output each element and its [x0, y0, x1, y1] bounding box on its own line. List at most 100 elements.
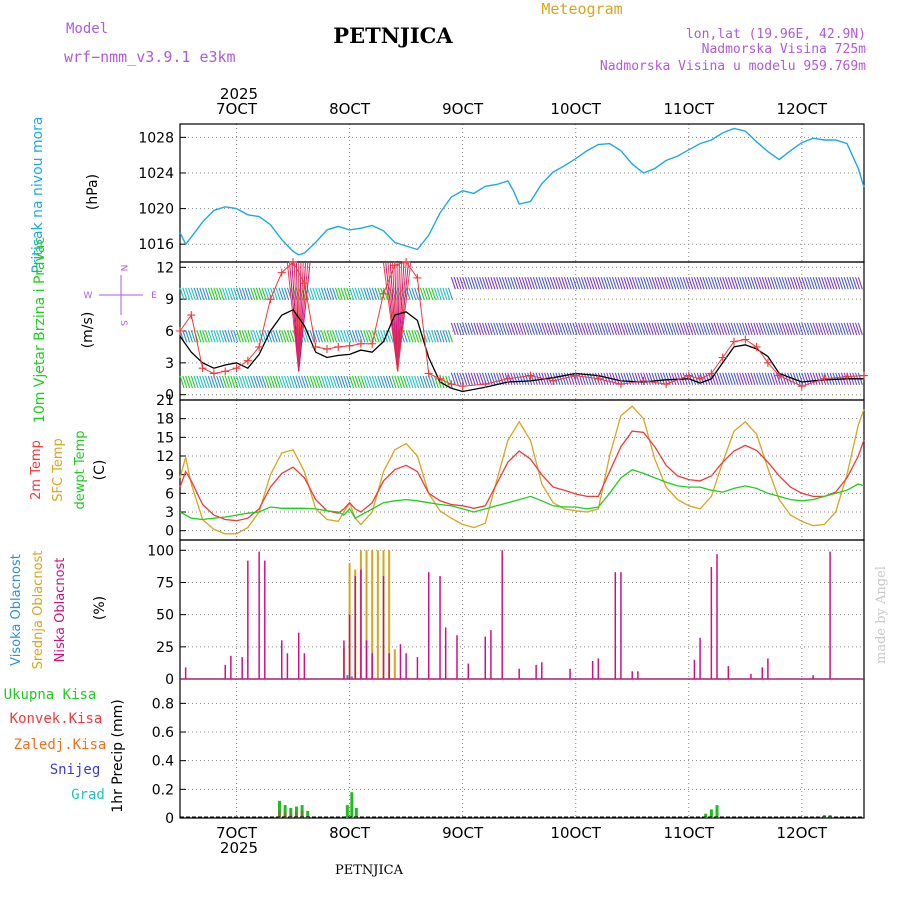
y-tick-label: 100 — [147, 543, 174, 559]
wind-gust-marker — [413, 273, 422, 282]
wind-barb — [476, 372, 482, 385]
wind-barb — [479, 277, 485, 290]
wind-barb — [654, 322, 660, 336]
wind-barb — [852, 322, 858, 336]
wind-barb — [459, 277, 465, 290]
wind-barb — [431, 330, 437, 343]
y-tick-label: 9 — [165, 468, 174, 484]
wind-barb — [363, 287, 369, 301]
wind-barb — [835, 277, 841, 290]
wind-barb — [397, 375, 403, 389]
wind-barb — [753, 322, 759, 336]
wind-barb — [337, 287, 343, 301]
wind-barb — [535, 322, 541, 336]
wind-barb — [493, 277, 499, 290]
wind-barb — [419, 375, 425, 389]
wind-barb — [204, 330, 210, 343]
wind-barb — [363, 330, 369, 343]
wind-barb — [267, 330, 273, 343]
wind-barb — [614, 277, 620, 290]
wind-barb — [693, 322, 699, 336]
wind-barb — [643, 277, 649, 290]
wind-barb — [614, 372, 620, 385]
wind-barb — [736, 372, 742, 385]
wind-barb — [374, 287, 380, 301]
wind-barb — [233, 375, 239, 389]
wind-barb — [685, 277, 691, 290]
wind-barb — [846, 322, 852, 336]
wind-barb — [736, 277, 742, 290]
wind-barb — [775, 322, 781, 336]
model-name: wrf−nmm_v3.9.1 e3km — [64, 48, 236, 66]
wind-barb — [323, 330, 329, 343]
wind-barb — [202, 287, 208, 301]
wind-barb — [724, 277, 731, 290]
wind-barb — [603, 322, 609, 336]
wind-barb — [580, 372, 586, 385]
wind-barb — [795, 372, 801, 385]
wind-barb — [826, 322, 832, 336]
wind-barb — [781, 322, 787, 336]
wind-gust-marker — [209, 369, 218, 378]
wind-barb — [575, 372, 581, 385]
wind-barb — [552, 322, 558, 336]
wind-barb — [764, 372, 770, 385]
wind-barb — [439, 287, 445, 301]
station-title: PETNJICA — [333, 23, 453, 48]
wind-barb — [453, 372, 459, 385]
wind-barb — [529, 322, 536, 336]
wind-barb — [221, 375, 227, 389]
cloud-unit: (%) — [92, 596, 108, 620]
wind-barb — [815, 322, 821, 336]
wind-gust-marker — [402, 258, 411, 266]
wind-barb — [408, 330, 414, 343]
wind-barb — [515, 277, 521, 290]
x-tick-label-bottom: 10OCT — [550, 824, 601, 842]
wind-gust-marker — [718, 353, 727, 362]
wind-barb — [809, 322, 815, 336]
wind-barb — [496, 372, 502, 385]
wind-barb — [264, 375, 270, 389]
wind-barb — [250, 330, 256, 343]
legend-conv-rain: Konvek.Kisa — [10, 711, 103, 727]
x-tick-label-bottom: 12OCT — [777, 824, 828, 842]
wind-barb — [490, 322, 496, 336]
wind-barb — [428, 287, 434, 301]
wind-barb — [462, 322, 468, 336]
wind-barb — [665, 277, 671, 290]
wind-barb — [546, 322, 552, 336]
wind-barb — [524, 277, 530, 290]
precip-total-bar — [283, 805, 287, 818]
wind-barb — [835, 322, 841, 336]
wind-barb — [281, 375, 287, 389]
wind-barb — [462, 372, 468, 385]
wind-gust-marker — [255, 342, 264, 351]
wind-barb — [408, 287, 414, 301]
wind-barb — [414, 287, 420, 301]
wind-barb — [787, 322, 793, 336]
wind-barb — [705, 322, 711, 336]
wind-gust-marker — [860, 371, 868, 380]
wind-barb — [272, 330, 278, 343]
wind-barb — [518, 322, 524, 336]
wind-barb — [730, 322, 736, 336]
wind-gust-marker — [526, 371, 535, 380]
wind-barb — [682, 322, 688, 336]
wind-barb — [374, 375, 380, 389]
wind-barb — [363, 375, 369, 389]
wind-barb — [532, 277, 538, 290]
wind-barb — [414, 330, 420, 343]
x-tick-label-top: 12OCT — [777, 100, 828, 118]
wind-barb — [272, 375, 278, 389]
wind-barb — [569, 277, 575, 290]
wind-barb — [648, 277, 654, 290]
wind-barb — [611, 277, 617, 290]
wind-barb — [227, 330, 233, 343]
wind-barb — [815, 277, 821, 290]
wind-barb — [332, 330, 338, 343]
wind-barb — [278, 330, 284, 343]
wind-barb — [371, 287, 377, 301]
wind-barb — [320, 330, 326, 343]
wind-barb — [620, 322, 626, 336]
wind-barb — [852, 277, 858, 290]
